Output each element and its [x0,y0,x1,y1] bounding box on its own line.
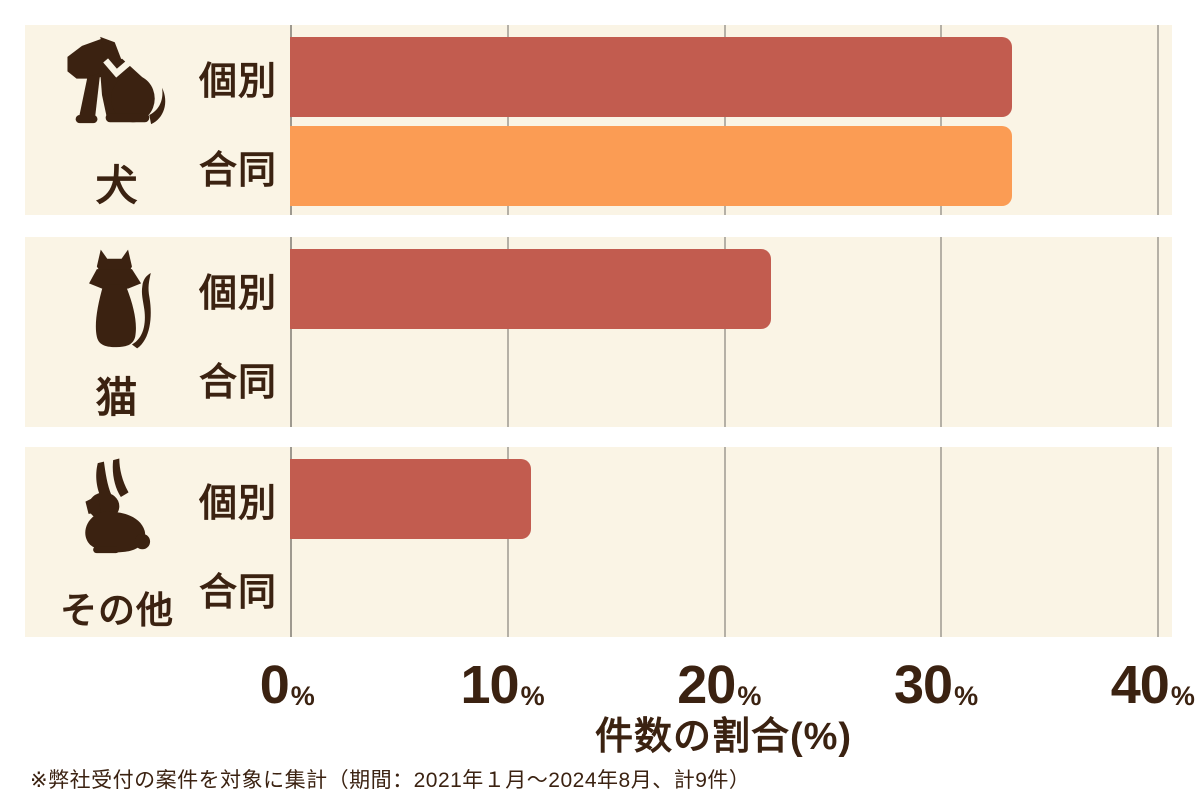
x-tick-0: 0 % [260,658,315,712]
x-tick-0-percent-sign: % [290,681,315,711]
dog-plot-area [290,25,1159,215]
dog-category: 犬 [47,35,187,207]
cat-category: 猫 [47,247,187,419]
gridline-20pct [723,25,726,215]
dog-joint-label: 合同 [199,149,278,192]
x-tick-20-value: 20 [677,655,736,715]
footnote: ※弊社受付の案件を対象に集計（期間：2021年１月～2024年8月、計9件） [30,769,751,792]
gridline-40pct [1157,25,1159,215]
other-individual-label: 個別 [199,482,278,525]
gridline-10pct [506,447,509,637]
gridline-0pct [290,25,292,215]
gridline-30pct [940,237,943,427]
x-axis: 0 % 10 % 20 % 30 % 40 % [260,650,1195,712]
dog-individual-bar [290,37,1012,117]
gridline-30pct [940,447,943,637]
dog-icon [67,36,166,125]
cat-label: 猫 [95,374,139,421]
x-tick-20-percent-sign: % [737,681,762,711]
dog-row-panel: 犬 個別 合同 [25,25,1172,215]
gridline-20pct [723,447,726,637]
cat-row-panel: 猫 個別 合同 [25,237,1172,427]
cat-icon [89,249,151,349]
other-individual-bar [290,459,531,539]
gridline-0pct [290,237,292,427]
x-tick-10-value: 10 [460,655,519,715]
x-tick-0-value: 0 [259,655,290,715]
x-tick-30-percent-sign: % [954,681,979,711]
gridline-30pct [940,25,943,215]
gridline-40pct [1157,237,1159,427]
x-tick-20: 20 % [677,658,761,712]
dog-individual-label: 個別 [199,60,278,103]
x-axis-title: 件数の割合(%) [594,716,853,758]
cat-plot-area [290,237,1159,427]
x-tick-30-value: 30 [893,655,953,715]
x-tick-40-value: 40 [1110,655,1170,715]
other-row-panel: その他 個別 合同 [25,447,1172,637]
dog-joint-bar [290,126,1012,206]
gridline-0pct [290,447,292,637]
rabbit-icon [85,458,151,554]
x-tick-10: 10 % [460,658,544,712]
gridline-40pct [1157,447,1159,637]
x-tick-30: 30 % [894,658,978,712]
other-plot-area [290,447,1159,637]
x-tick-10-percent-sign: % [520,681,545,711]
other-category: その他 [47,457,187,629]
gridline-10pct [506,237,509,427]
cat-individual-label: 個別 [199,272,278,315]
gridline-20pct [723,237,726,427]
x-tick-40: 40 % [1111,658,1195,712]
other-label: その他 [60,590,174,631]
dog-label: 犬 [95,162,139,209]
other-joint-label: 合同 [199,571,278,614]
cat-individual-bar [290,249,772,329]
gridline-10pct [506,25,509,215]
x-tick-40-percent-sign: % [1170,681,1195,711]
cat-joint-label: 合同 [199,361,278,404]
